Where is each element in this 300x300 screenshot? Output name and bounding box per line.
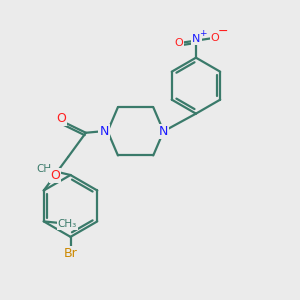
Text: O: O — [211, 33, 220, 43]
Text: O: O — [56, 112, 66, 125]
Text: O: O — [50, 169, 60, 182]
Text: +: + — [199, 29, 206, 38]
Text: O: O — [175, 38, 184, 48]
Text: Br: Br — [64, 248, 77, 260]
Text: N: N — [159, 125, 168, 138]
Text: CH₃: CH₃ — [36, 164, 56, 174]
Text: CH₃: CH₃ — [58, 219, 77, 229]
Text: N: N — [99, 125, 109, 138]
Text: −: − — [217, 25, 228, 38]
Text: N: N — [192, 34, 201, 44]
